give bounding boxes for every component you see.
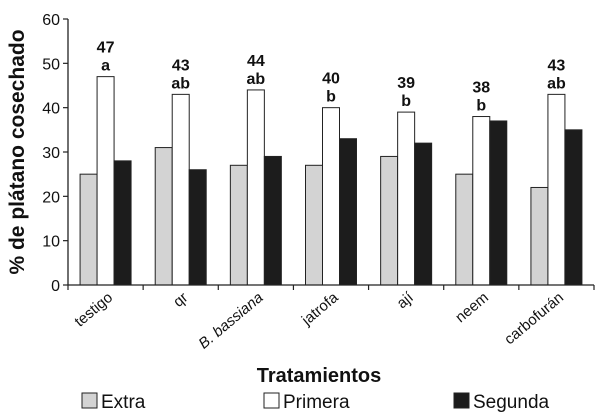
x-tick-label: testigo	[71, 289, 116, 330]
bar-extra-4	[305, 164, 323, 286]
y-tick-label: 10	[42, 234, 60, 251]
legend-swatch-extra	[81, 392, 98, 409]
annotation-value: 43	[548, 57, 566, 74]
x-tick-label: carbofurán	[501, 289, 567, 348]
bar-segunda-4	[339, 138, 357, 286]
annotation-value: 43	[172, 57, 190, 74]
legend-label-segunda: Segunda	[473, 392, 550, 412]
annotation-value: 39	[397, 75, 415, 92]
bar-primera-1	[96, 76, 115, 286]
bar-segunda-3	[263, 155, 282, 286]
bar-segunda-7	[564, 129, 583, 286]
legend: Extra Primera Segunda	[81, 392, 550, 412]
x-tick-label: qr	[170, 289, 191, 311]
annotation-letter: ab	[247, 71, 266, 88]
bars	[79, 76, 583, 286]
bar-primera-6	[472, 116, 491, 286]
annotation-letter: b	[476, 98, 486, 115]
annotation-letter: ab	[547, 75, 566, 92]
y-tick-label: 60	[42, 12, 60, 29]
bar-extra-6	[455, 173, 474, 286]
y-tick-label: 0	[51, 278, 60, 295]
bar-primera-2	[171, 93, 190, 286]
y-tick-label: 40	[42, 101, 60, 118]
legend-label-primera: Primera	[283, 392, 350, 412]
bar-extra-3	[229, 164, 248, 286]
annotation-value: 38	[472, 80, 490, 97]
bar-primera-5	[397, 111, 416, 286]
y-axis-title: % de plátano cosechado	[6, 29, 29, 274]
bar-segunda-2	[188, 169, 207, 286]
x-tick-label: B. bassiana	[195, 289, 266, 352]
bar-extra-1	[79, 173, 98, 286]
y-tick-label: 50	[42, 56, 60, 73]
y-tick-label: 20	[42, 189, 60, 206]
bar-primera-7	[547, 93, 566, 286]
annotation-letter: b	[401, 93, 411, 110]
bar-segunda-6	[489, 120, 508, 286]
legend-label-extra: Extra	[101, 392, 146, 412]
legend-swatch-segunda	[453, 392, 470, 409]
annotation-value: 47	[97, 40, 115, 57]
bar-extra-2	[154, 147, 173, 286]
bar-primera-4	[322, 107, 340, 286]
x-tick-label: jatrofa	[298, 289, 342, 330]
y-tick-label: 30	[42, 145, 60, 162]
y-axis-ticks: 0 10 20 30 40 50 60	[42, 12, 595, 295]
bar-segunda-1	[113, 160, 132, 286]
annotation-value: 44	[247, 53, 265, 70]
bar-extra-5	[380, 155, 399, 286]
bar-extra-7	[530, 186, 549, 286]
annotation-value: 40	[322, 71, 340, 88]
x-tick-label: ají	[394, 289, 418, 313]
legend-swatch-primera	[263, 392, 280, 409]
annotation-letter: ab	[171, 75, 190, 92]
x-axis-title: Tratamientos	[257, 365, 381, 387]
bar-primera-3	[246, 89, 265, 286]
annotation-letter: b	[326, 89, 336, 106]
annotation-letter: a	[101, 58, 110, 75]
bar-segunda-5	[414, 142, 433, 286]
x-tick-label: neem	[452, 289, 492, 326]
x-axis-categories: testigo qr B. bassiana jatrofa ají neem carbof…	[71, 289, 567, 353]
